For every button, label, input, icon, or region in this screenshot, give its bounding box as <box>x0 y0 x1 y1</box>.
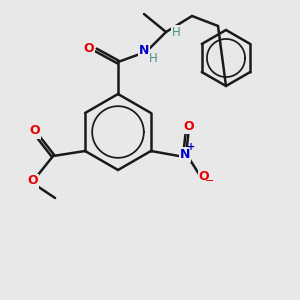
Text: H: H <box>148 52 158 65</box>
Text: N: N <box>180 148 190 160</box>
Text: O: O <box>28 175 38 188</box>
Text: O: O <box>184 119 194 133</box>
Text: N: N <box>139 44 149 58</box>
Text: +: + <box>187 142 195 152</box>
Text: O: O <box>199 169 209 182</box>
Text: O: O <box>30 124 40 137</box>
Text: H: H <box>172 26 180 38</box>
Text: −: − <box>205 176 214 186</box>
Text: O: O <box>84 41 94 55</box>
